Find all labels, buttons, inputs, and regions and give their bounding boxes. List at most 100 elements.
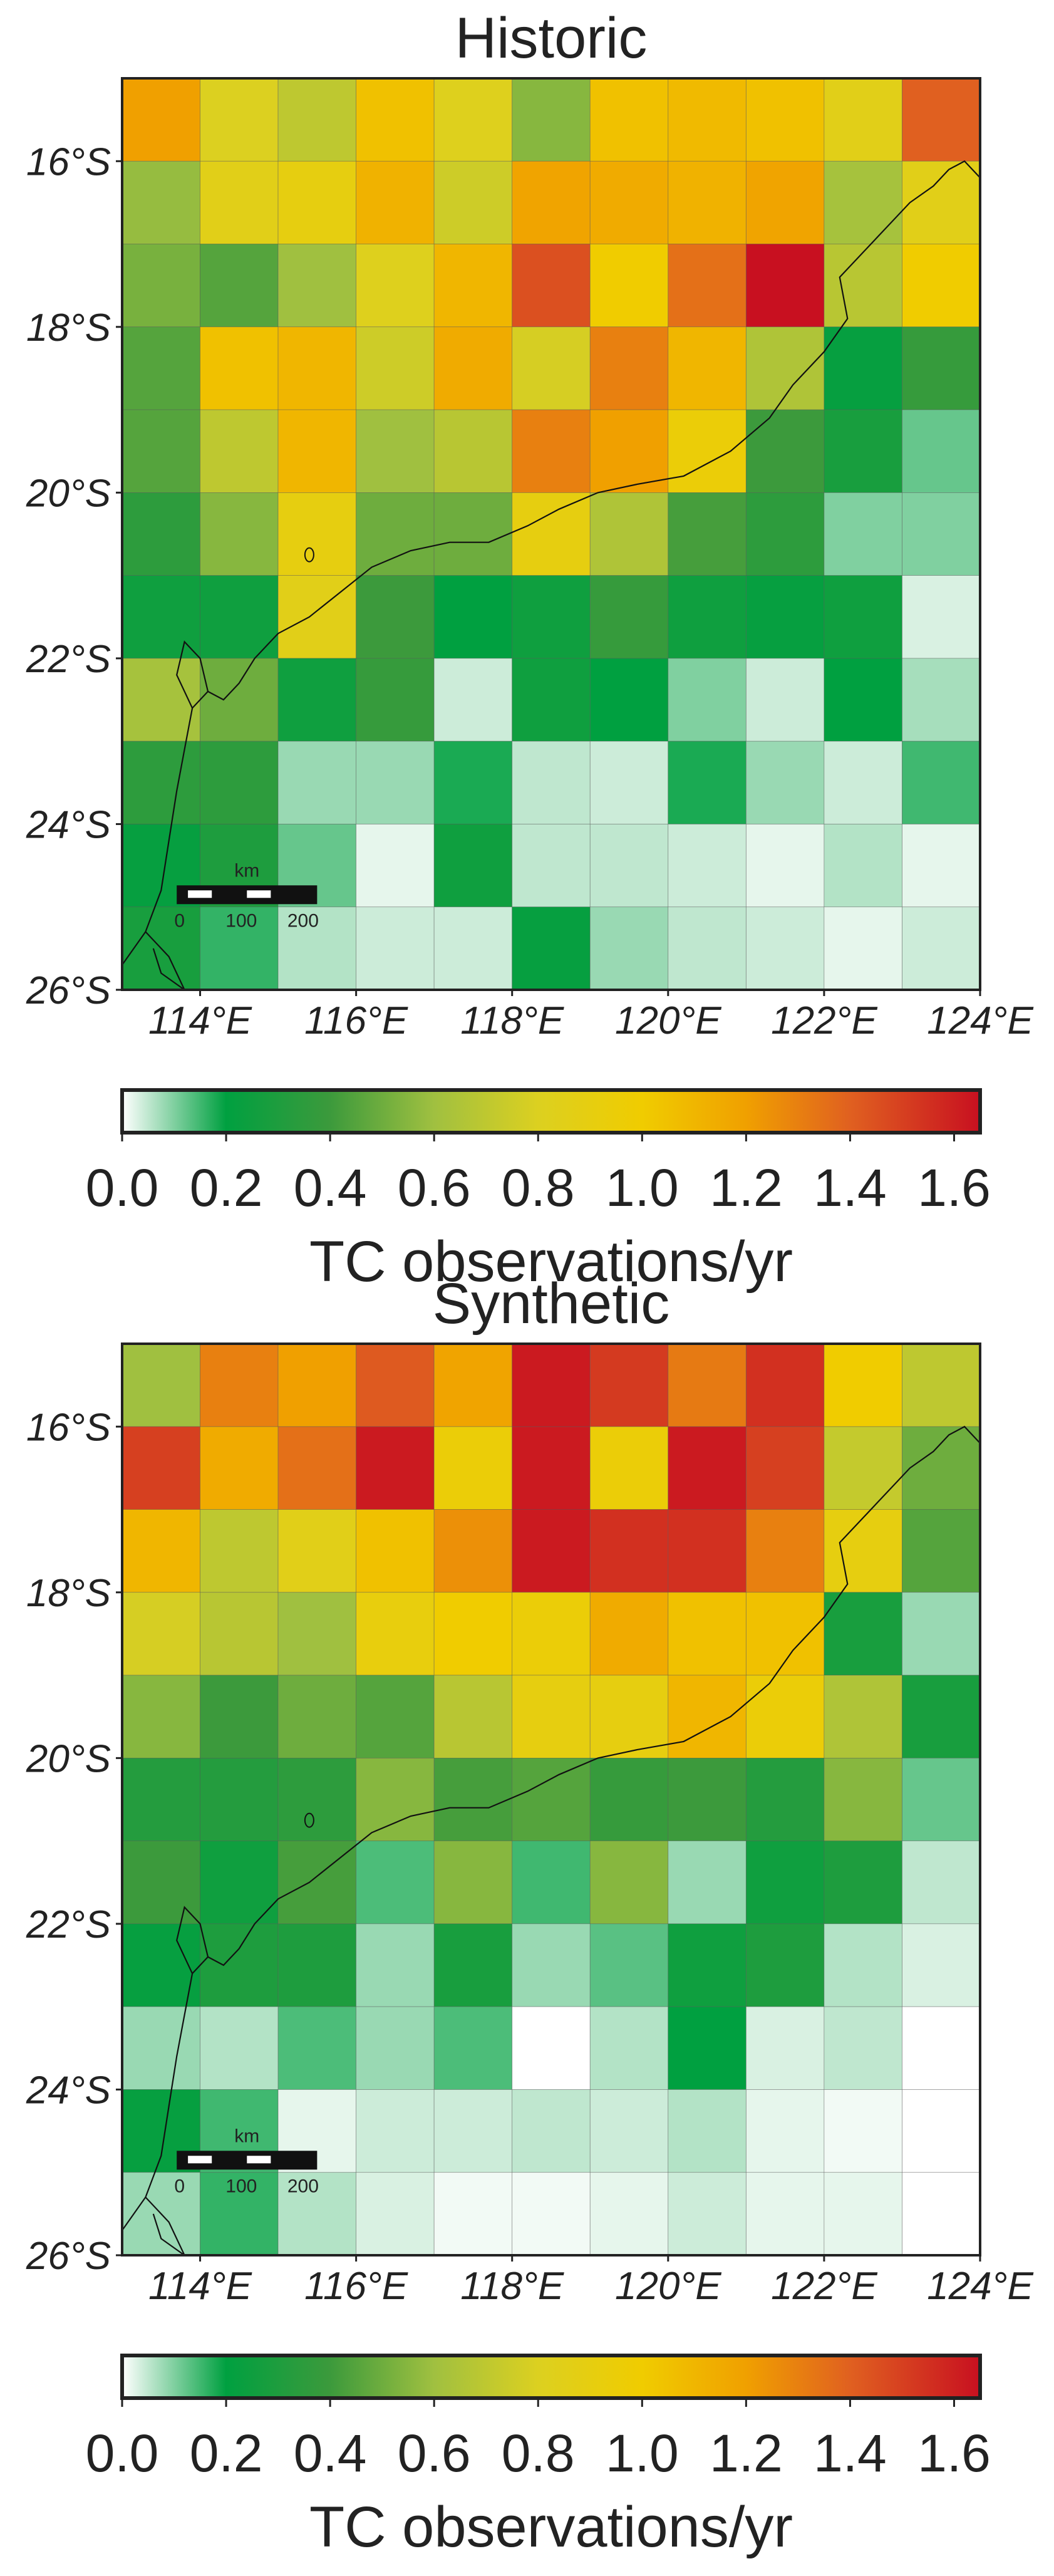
y-tick-label: 20°S xyxy=(26,472,111,515)
heatmap-cell xyxy=(356,1343,435,1427)
heatmap-cell xyxy=(746,1592,825,1676)
heatmap-cell xyxy=(277,326,357,410)
heatmap-cell xyxy=(512,824,591,908)
heatmap-cell xyxy=(277,2006,357,2090)
heatmap-cell xyxy=(512,1509,591,1593)
colorbar-tick-label: 1.2 xyxy=(710,1158,783,1217)
heatmap-cell xyxy=(668,1923,747,2007)
heatmap-cell xyxy=(433,1841,513,1924)
heatmap-cell xyxy=(121,2006,200,2090)
heatmap-cell xyxy=(121,1757,200,1842)
heatmap-cell xyxy=(902,1923,981,2007)
colorbar-tick-label: 0.6 xyxy=(398,1158,471,1217)
heatmap-cell xyxy=(200,1923,279,2007)
heatmap-cell xyxy=(589,78,669,162)
heatmap-cell xyxy=(589,1592,669,1676)
heatmap-cell xyxy=(824,1509,902,1593)
heatmap-cell xyxy=(668,824,747,908)
heatmap-cell xyxy=(200,1841,279,1924)
heatmap-cell xyxy=(277,492,357,576)
heatmap-cell xyxy=(356,906,435,990)
heatmap-cell xyxy=(668,2172,747,2256)
heatmap-cell xyxy=(746,409,825,493)
colorbar-label: TC observations/yr xyxy=(309,2495,793,2559)
heatmap-cell xyxy=(589,824,669,908)
heatmap-cell xyxy=(200,575,279,659)
heatmap-cell xyxy=(902,326,981,410)
heatmap-cell xyxy=(746,575,825,659)
heatmap-cell xyxy=(746,1675,825,1758)
heatmap-cell xyxy=(433,409,513,493)
heatmap-cell xyxy=(902,740,981,824)
heatmap-cell xyxy=(356,1923,435,2007)
heatmap-cell xyxy=(121,1426,200,1510)
x-tick-label: 116°E xyxy=(304,2265,408,2308)
colorbar-tick-label: 1.4 xyxy=(814,2424,887,2483)
heatmap-cell xyxy=(824,2006,902,2090)
heatmap-cell xyxy=(668,326,747,410)
heatmap-cell xyxy=(512,1757,591,1842)
heatmap-cell xyxy=(356,492,435,576)
heatmap-cell xyxy=(824,1343,902,1427)
heatmap-cell xyxy=(902,575,981,659)
heatmap-cell xyxy=(121,1509,200,1593)
heatmap-cell xyxy=(668,1509,747,1593)
heatmap-cell xyxy=(668,2006,747,2090)
heatmap-cell xyxy=(356,740,435,824)
heatmap-cell xyxy=(589,492,669,576)
heatmap-cell xyxy=(433,1757,513,1842)
heatmap-cell xyxy=(433,1675,513,1758)
colorbar-tick-label: 1.0 xyxy=(606,1158,679,1217)
heatmap-cell xyxy=(902,824,981,908)
colorbar-tick-label: 0.2 xyxy=(190,1158,263,1217)
heatmap-cell xyxy=(200,1509,279,1593)
heatmap-cell xyxy=(746,2172,825,2256)
heatmap-cell xyxy=(121,409,200,493)
heatmap-cell xyxy=(356,1509,435,1593)
heatmap-cell xyxy=(200,409,279,493)
heatmap-cell xyxy=(512,244,591,328)
x-tick-label: 122°E xyxy=(771,999,877,1042)
y-tick-label: 16°S xyxy=(26,140,111,184)
x-tick-label: 116°E xyxy=(304,999,408,1042)
heatmap-cell xyxy=(668,658,747,742)
scale-bar-unit: km xyxy=(234,2126,259,2146)
heatmap-cell xyxy=(121,326,200,410)
heatmap-cell xyxy=(356,824,435,908)
heatmap-cell xyxy=(589,2172,669,2256)
heatmap-cell xyxy=(356,2006,435,2090)
heatmap-cell xyxy=(668,2089,747,2173)
heatmap-cell xyxy=(824,492,902,576)
heatmap-cell xyxy=(433,78,513,162)
heatmap-cell xyxy=(512,160,591,244)
panel-title: Historic xyxy=(455,6,648,70)
heatmap-cell xyxy=(668,1757,747,1842)
heatmap-cell xyxy=(668,575,747,659)
scale-bar-tick-label: 0 xyxy=(174,910,185,931)
heatmap-cell xyxy=(433,740,513,824)
heatmap-cell xyxy=(824,160,902,244)
heatmap-cell xyxy=(433,2172,513,2256)
scale-bar-segment xyxy=(247,2156,271,2164)
heatmap-cell xyxy=(746,2006,825,2090)
heatmap-cell xyxy=(277,1923,357,2007)
heatmap-cell xyxy=(902,2006,981,2090)
heatmap-cell xyxy=(356,160,435,244)
heatmap-cell xyxy=(277,1343,357,1427)
scale-bar-tick-label: 100 xyxy=(225,2176,257,2196)
heatmap-cell xyxy=(512,2172,591,2256)
heatmap-cell xyxy=(824,906,902,990)
heatmap-cell xyxy=(277,1675,357,1758)
heatmap-cell xyxy=(824,244,902,328)
heatmap-cell xyxy=(433,2089,513,2173)
y-tick-label: 22°S xyxy=(26,1903,111,1946)
colorbar-label: TC observations/yr xyxy=(309,1230,793,1294)
heatmap-cell xyxy=(589,740,669,824)
heatmap-cell xyxy=(277,244,357,328)
heatmap-cell xyxy=(668,78,747,162)
scale-bar-tick-label: 200 xyxy=(287,2176,319,2196)
heatmap-cell xyxy=(824,1426,902,1510)
heatmap-cell xyxy=(902,492,981,576)
scale-bar-tick-label: 0 xyxy=(174,2176,185,2196)
heatmap-cell xyxy=(200,1343,279,1427)
